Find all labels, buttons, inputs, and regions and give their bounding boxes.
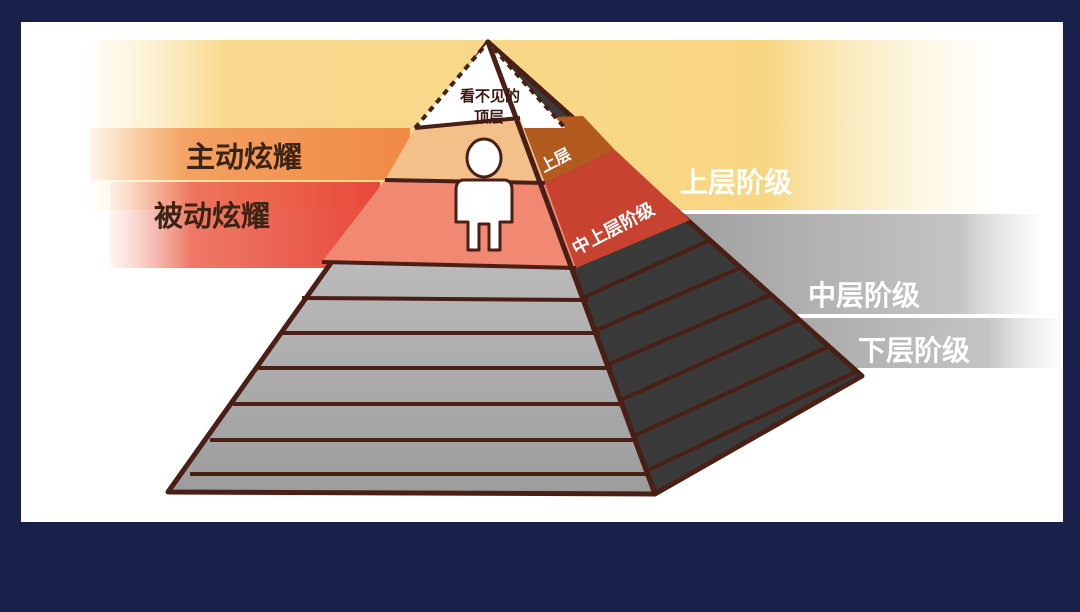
pyramid-apex <box>415 42 565 128</box>
pyramid-ridge <box>485 41 658 495</box>
right-upper-tier <box>520 116 615 183</box>
front-face-steps <box>190 116 648 476</box>
passive-display-label: 被动炫耀 <box>154 199 270 233</box>
upper-class-label: 上层阶级 <box>680 166 792 199</box>
person-icon <box>454 137 514 252</box>
front-upper-tier <box>385 118 545 183</box>
apex-label-line1: 看不见的 <box>460 87 520 105</box>
apex-label-line2: 顶层 <box>474 108 504 126</box>
middle-class-label: 中层阶级 <box>808 279 920 312</box>
right-face-steps <box>577 238 856 476</box>
active-display-label: 主动炫耀 <box>186 140 302 174</box>
right-upper-middle-tier <box>545 150 690 268</box>
lower-class-label: 下层阶级 <box>858 334 970 367</box>
active-display-band <box>90 128 410 180</box>
